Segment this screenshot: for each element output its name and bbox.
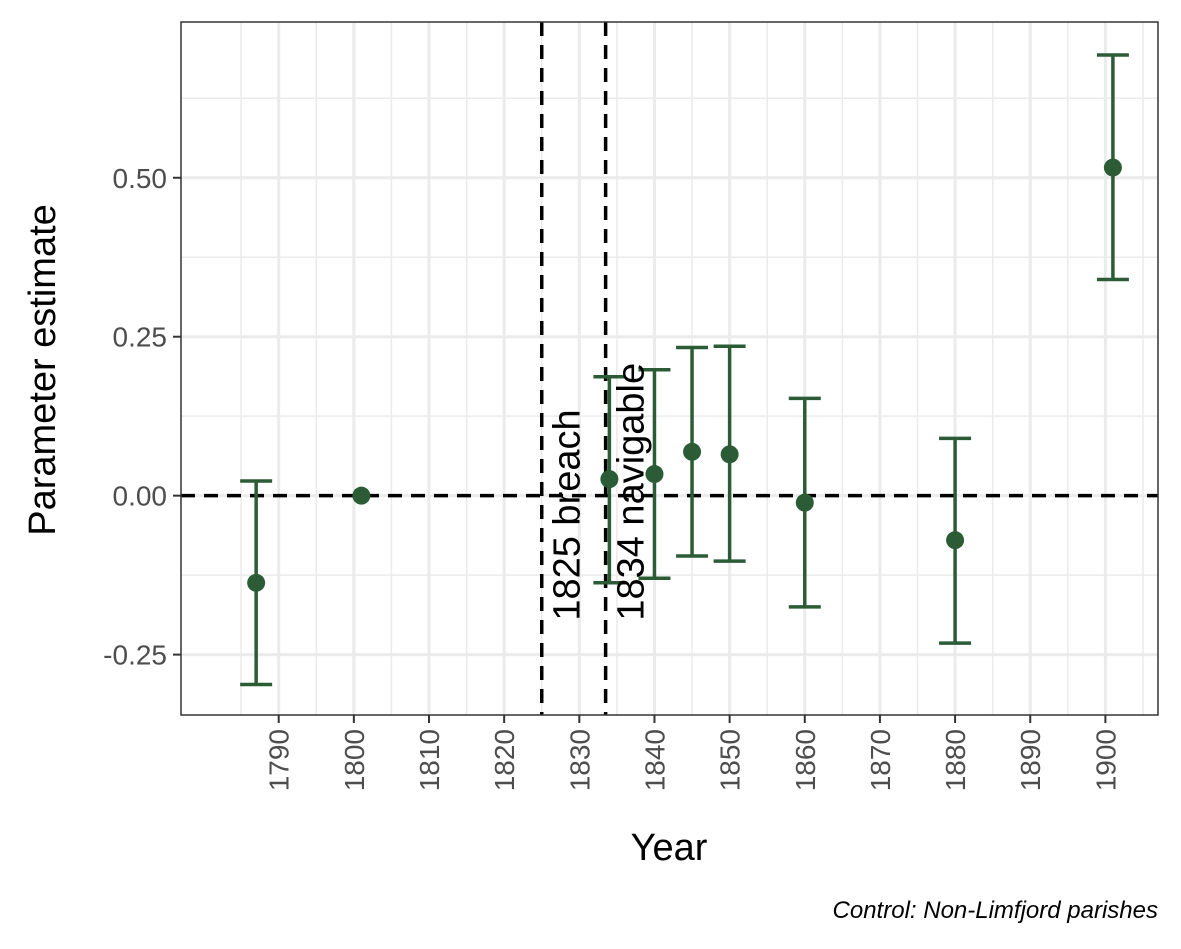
x-tick-label: 1900 [1090, 729, 1121, 791]
panel-border [180, 21, 1159, 716]
error-bars [240, 53, 1129, 687]
x-tick-label: 1870 [865, 729, 896, 791]
data-point [352, 486, 371, 505]
reference-lines [181, 22, 1158, 715]
data-point [600, 470, 619, 489]
event-reference-label: 1825 breach [547, 409, 589, 620]
data-point [645, 465, 664, 484]
y-axis-label: Parameter estimate [22, 204, 64, 536]
x-tick-label: 1820 [489, 729, 520, 791]
y-axis-ticks: -0.25 0.00 0.25 0.50 [103, 163, 181, 671]
data-point [1103, 158, 1122, 177]
data-points [247, 158, 1122, 592]
event-reference-label: 1834 navigable [611, 363, 653, 621]
data-point [795, 493, 814, 512]
data-point [720, 445, 739, 464]
x-tick-label: 1790 [264, 729, 295, 791]
x-axis-ticks: 1790 1800 1810 1820 1830 1840 1850 1860 1870 1880… [264, 715, 1121, 791]
data-point [247, 573, 266, 592]
x-tick-label: 1850 [715, 729, 746, 791]
y-tick-label: 0.25 [113, 322, 168, 353]
x-tick-label: 1890 [1015, 729, 1046, 791]
y-tick-label: 0.50 [113, 163, 168, 194]
reference-labels: 1825 breach 1834 navigable [547, 363, 653, 621]
y-tick-label: -0.25 [103, 640, 167, 671]
x-tick-label: 1800 [339, 729, 370, 791]
x-tick-label: 1810 [414, 729, 445, 791]
x-tick-label: 1830 [564, 729, 595, 791]
chart-caption: Control: Non-Limfjord parishes [833, 897, 1158, 924]
x-axis-label: Year [631, 827, 708, 869]
x-tick-label: 1880 [940, 729, 971, 791]
x-tick-label: 1860 [790, 729, 821, 791]
x-tick-label: 1840 [639, 729, 670, 791]
data-point [946, 531, 965, 550]
y-tick-label: 0.00 [113, 481, 168, 512]
data-point [683, 442, 702, 461]
